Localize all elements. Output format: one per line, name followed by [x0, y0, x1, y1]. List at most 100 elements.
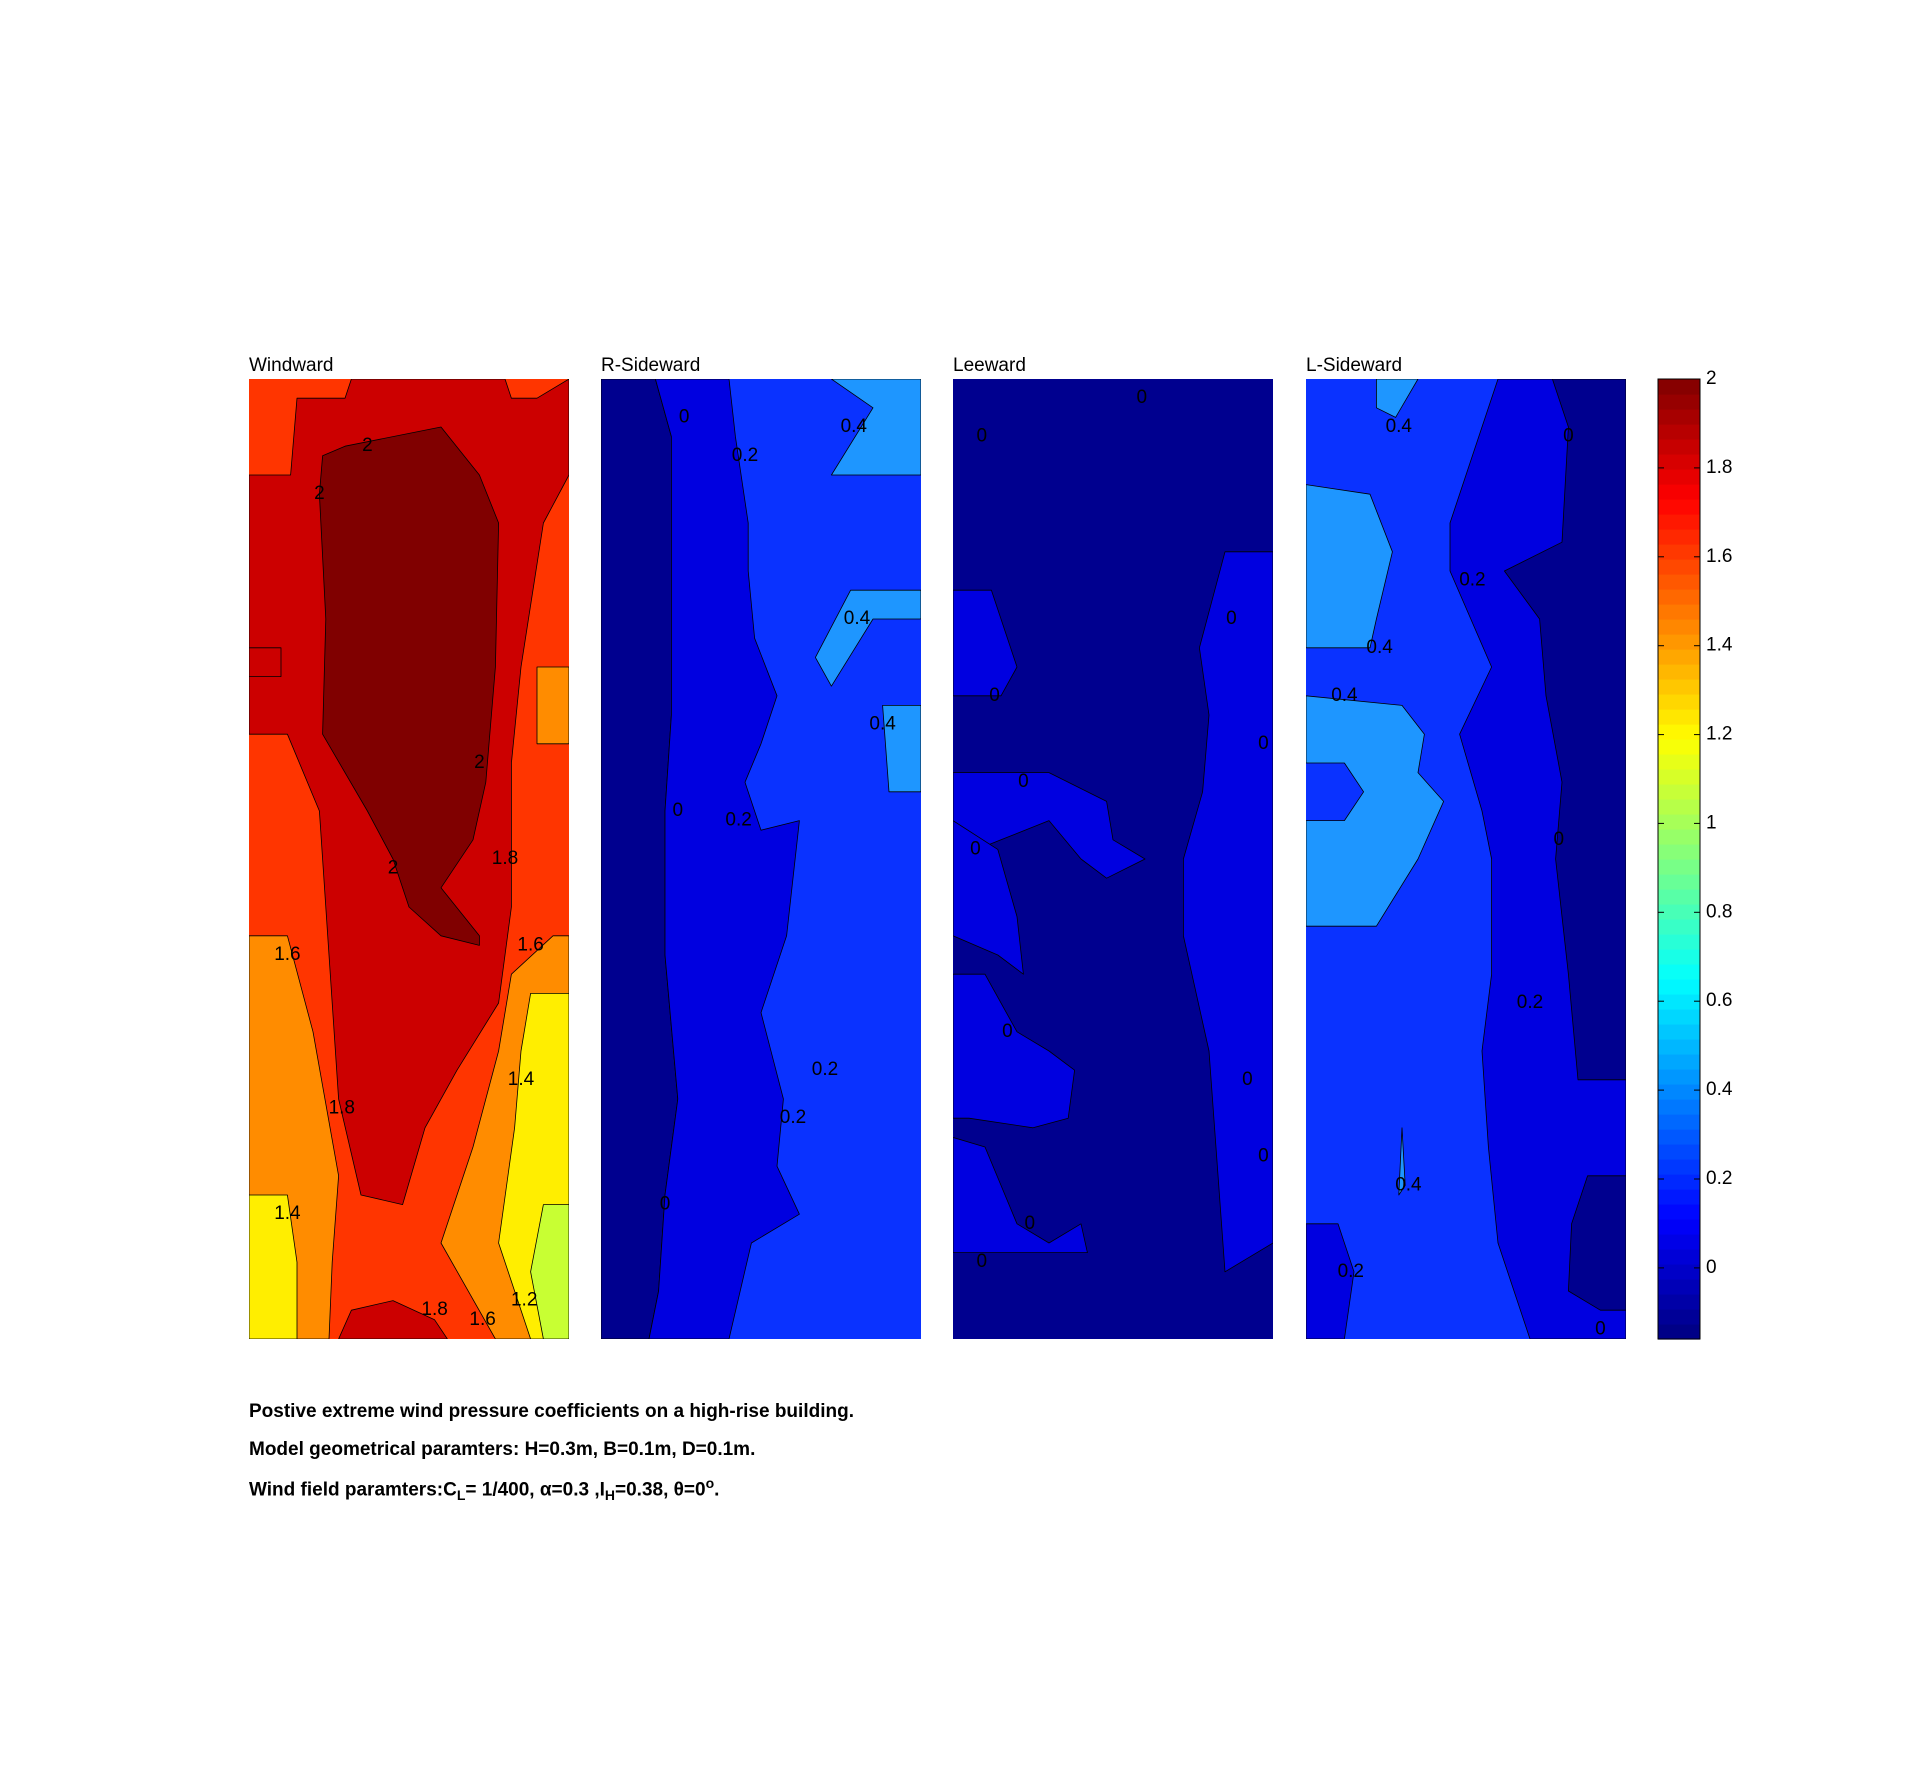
- contour-label-l-sideward-4: 0.4: [1331, 685, 1358, 706]
- contour-label-windward-4: 1.8: [492, 848, 518, 869]
- contour-label-leeward-0: 0: [1137, 387, 1148, 408]
- contour-region-l-sideward-4: [1376, 379, 1419, 418]
- colorbar-step: [1658, 1309, 1700, 1325]
- colorbar: 2 1.8 1.6 1.4 1.2 1 0.8 0.6 0.4 0.2 0: [1657, 368, 1733, 1340]
- contour-region-leeward-0: [953, 589, 1018, 697]
- contour-label-l-sideward-1: 0: [1563, 426, 1574, 447]
- colorbar-step: [1658, 1249, 1700, 1265]
- contour-label-r-sideward-9: 0: [660, 1194, 671, 1215]
- colorbar-tick-label: 1.6: [1706, 546, 1732, 567]
- colorbar-step: [1658, 739, 1700, 755]
- contour-region-windward-8: [530, 1204, 569, 1339]
- contour-label-l-sideward-6: 0.2: [1517, 992, 1543, 1013]
- colorbar-step: [1658, 454, 1700, 470]
- contour-region-leeward-5: [953, 820, 1024, 975]
- colorbar-step: [1658, 919, 1700, 935]
- contour-label-r-sideward-6: 0.2: [725, 810, 751, 831]
- contour-label-windward-0: 2: [362, 435, 373, 456]
- contour-label-r-sideward-2: 0.4: [841, 416, 868, 437]
- colorbar-step: [1658, 544, 1700, 560]
- colorbar-tick-label: 0.2: [1706, 1168, 1732, 1189]
- contour-label-l-sideward-9: 0: [1595, 1318, 1606, 1339]
- colorbar-step: [1658, 409, 1700, 425]
- colorbar-step: [1658, 934, 1700, 950]
- colorbar-step: [1658, 1189, 1700, 1205]
- contour-label-l-sideward-5: 0: [1554, 829, 1565, 850]
- contour-label-r-sideward-8: 0.2: [780, 1107, 806, 1128]
- colorbar-step: [1658, 1279, 1700, 1295]
- panel-title-leeward: Leeward: [953, 355, 1026, 376]
- colorbar-tick-label: 1: [1706, 812, 1717, 833]
- colorbar-tick-label: 0.8: [1706, 901, 1732, 922]
- contour-region-windward-6: [249, 1194, 298, 1339]
- colorbar-tick-label: 0.6: [1706, 990, 1732, 1011]
- colorbar-step: [1658, 529, 1700, 545]
- colorbar-step: [1658, 604, 1700, 620]
- contour-label-r-sideward-5: 0: [673, 800, 684, 821]
- contour-label-windward-3: 2: [388, 858, 399, 879]
- contour-region-leeward-4: [953, 1137, 1088, 1253]
- colorbar-tick-label: 1.4: [1706, 635, 1733, 656]
- contour-label-windward-9: 1.4: [274, 1203, 301, 1224]
- colorbar-step: [1658, 1174, 1700, 1190]
- caption-line-3-mid1: = 1/400, α=0.3 ,I: [465, 1479, 605, 1501]
- panel-title-l-sideward: L-Sideward: [1306, 355, 1402, 376]
- colorbar-step: [1658, 859, 1700, 875]
- colorbar-tick-label: 0: [1706, 1257, 1717, 1278]
- contour-label-windward-6: 1.6: [517, 934, 543, 955]
- caption-line-2: Model geometrical paramters: H=0.3m, B=0…: [249, 1439, 756, 1460]
- colorbar-step: [1658, 574, 1700, 590]
- colorbar-step: [1658, 664, 1700, 680]
- caption-line-3-sup-o: o: [705, 1475, 715, 1491]
- colorbar-step: [1658, 1219, 1700, 1235]
- contour-label-leeward-6: 0: [970, 838, 981, 859]
- contour-region-l-sideward-1: [1504, 379, 1626, 1081]
- colorbar-step: [1658, 619, 1700, 635]
- contour-region-l-sideward-6: [1306, 695, 1444, 927]
- colorbar-step: [1658, 1294, 1700, 1310]
- colorbar-step: [1658, 979, 1700, 995]
- colorbar-step: [1658, 1114, 1700, 1130]
- colorbar-tick-label: 1.2: [1706, 724, 1732, 745]
- colorbar-step: [1658, 784, 1700, 800]
- contour-region-windward-5: [536, 666, 569, 745]
- caption-line-3-prefix: Wind field paramters:C: [249, 1479, 457, 1501]
- colorbar-step: [1658, 769, 1700, 785]
- caption-line-3-sub-h: H: [604, 1487, 616, 1504]
- colorbar-step: [1658, 379, 1700, 395]
- colorbar-step: [1658, 754, 1700, 770]
- contour-label-r-sideward-1: 0.2: [732, 445, 758, 466]
- contour-label-windward-5: 1.6: [274, 944, 300, 965]
- contour-label-leeward-7: 0: [1002, 1021, 1013, 1042]
- contour-label-leeward-8: 0: [1242, 1069, 1253, 1090]
- colorbar-step: [1658, 559, 1700, 575]
- contour-label-l-sideward-3: 0.4: [1366, 637, 1393, 658]
- colorbar-step: [1658, 1234, 1700, 1250]
- panel-windward: 2 2 2 2 1.8 1.6 1.6 1.4 1.8 1.4 1.8 1.6 1.2 Windward: [249, 355, 569, 1339]
- contour-label-leeward-10: 0: [1025, 1213, 1036, 1234]
- colorbar-step: [1658, 709, 1700, 725]
- colorbar-step: [1658, 1144, 1700, 1160]
- contour-region-leeward-3: [953, 973, 1075, 1129]
- caption-line-1: Postive extreme wind pressure coefficien…: [249, 1401, 854, 1422]
- colorbar-step: [1658, 814, 1700, 830]
- colorbar-step: [1658, 1324, 1700, 1340]
- colorbar-step: [1658, 904, 1700, 920]
- contour-label-leeward-4: 0: [1258, 733, 1269, 754]
- colorbar-step: [1658, 589, 1700, 605]
- colorbar-step: [1658, 844, 1700, 860]
- contour-region-r-sideward-4: [882, 705, 921, 793]
- caption-line-3: Wind field paramters:CL= 1/400, α=0.3 ,I…: [249, 1475, 719, 1503]
- colorbar-step: [1658, 949, 1700, 965]
- contour-label-windward-1: 2: [314, 483, 325, 504]
- panel-title-windward: Windward: [249, 355, 333, 376]
- contour-region-l-sideward-5: [1306, 484, 1393, 649]
- colorbar-step: [1658, 439, 1700, 455]
- contour-region-windward-1: [338, 1300, 448, 1339]
- colorbar-step: [1658, 1024, 1700, 1040]
- contour-label-windward-12: 1.2: [511, 1290, 537, 1311]
- contour-label-leeward-11: 0: [977, 1251, 988, 1272]
- caption-line-3-sub-l: L: [456, 1487, 466, 1504]
- panel-r-sideward: 0 0.2 0.4 0.4 0.4 0 0.2 0.2 0.2 0 R-Sideward: [601, 355, 921, 1339]
